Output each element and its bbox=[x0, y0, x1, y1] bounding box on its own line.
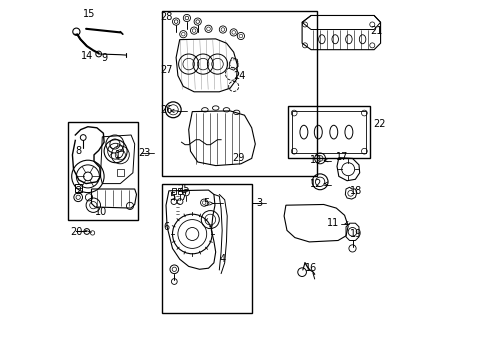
Text: 13: 13 bbox=[310, 155, 322, 165]
Text: 8: 8 bbox=[76, 146, 82, 156]
Text: 23: 23 bbox=[138, 148, 150, 158]
Text: 22: 22 bbox=[372, 119, 385, 129]
Text: 1: 1 bbox=[115, 150, 121, 160]
Text: 5: 5 bbox=[169, 192, 175, 202]
Text: 7: 7 bbox=[180, 192, 186, 202]
Text: 15: 15 bbox=[82, 9, 95, 19]
Text: 2: 2 bbox=[75, 186, 81, 196]
Text: 6: 6 bbox=[163, 222, 169, 232]
Text: 26: 26 bbox=[160, 105, 172, 115]
Bar bbox=[162, 11, 316, 176]
Text: 3: 3 bbox=[255, 198, 262, 208]
Text: 24: 24 bbox=[232, 71, 245, 81]
Text: 29: 29 bbox=[232, 153, 244, 163]
Text: 9: 9 bbox=[101, 53, 107, 63]
Text: 27: 27 bbox=[160, 65, 172, 75]
Bar bbox=[178, 188, 182, 194]
Text: 10: 10 bbox=[95, 207, 107, 217]
Text: 14: 14 bbox=[81, 51, 93, 61]
Text: 19: 19 bbox=[349, 229, 362, 239]
Bar bbox=[287, 106, 370, 158]
Text: 21: 21 bbox=[369, 26, 382, 36]
Text: 12: 12 bbox=[310, 179, 322, 189]
Bar bbox=[162, 184, 251, 313]
Text: 5: 5 bbox=[203, 198, 209, 208]
Bar bbox=[292, 111, 366, 153]
Text: 16: 16 bbox=[305, 263, 317, 273]
Text: 4: 4 bbox=[219, 254, 225, 264]
Bar bbox=[68, 122, 138, 220]
Bar bbox=[171, 188, 176, 194]
Text: 18: 18 bbox=[349, 186, 362, 196]
Text: 28: 28 bbox=[160, 12, 172, 22]
Text: 20: 20 bbox=[70, 227, 82, 237]
Bar bbox=[117, 169, 123, 176]
Bar bbox=[75, 184, 82, 192]
Text: 17: 17 bbox=[335, 152, 347, 162]
Text: 11: 11 bbox=[326, 218, 338, 228]
Text: 25: 25 bbox=[177, 184, 189, 194]
